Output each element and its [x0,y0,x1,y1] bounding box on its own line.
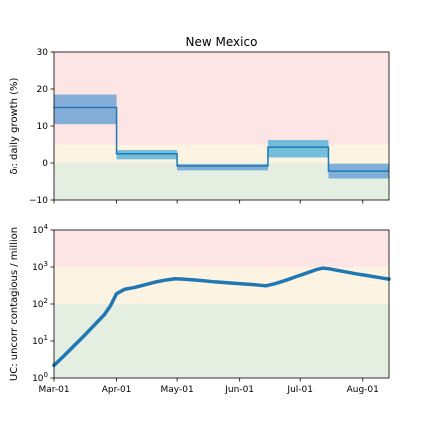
background-band-2 [54,144,389,163]
y-tick-label: 103 [32,260,48,273]
growth-step-line [54,106,389,172]
x-tick-label: Mar-01 [38,385,69,395]
y-tick-label: 104 [32,223,48,236]
uncertainty-band-4 [267,140,329,158]
y-tick-base: 10 [32,226,44,236]
y-tick-base: 10 [32,300,44,310]
y-tick-base: 10 [32,337,44,347]
x-tick-label: May-01 [161,385,194,395]
uncertainty-band-1 [54,94,117,125]
x-tick-label: Aug-01 [347,385,379,395]
contagious-line [52,266,391,368]
y-tick-label: 102 [32,297,48,310]
x-tick-label: Jun-01 [224,385,254,395]
y-axis-label: UC: uncorr contagious / million [9,227,20,381]
y-tick-label: 101 [32,334,48,347]
y-tick-label: −10 [29,196,48,206]
y-tick-label: 10 [37,122,49,132]
background-band-1 [54,304,389,378]
y-tick-exponent: 0 [44,371,48,379]
uncertainty-band-2 [116,150,178,160]
y-axis-label: δᵢ: daily growth (%) [9,77,20,174]
y-tick-label: 30 [37,48,49,58]
y-tick-exponent: 4 [44,223,49,231]
y-tick-label: 0 [42,159,48,169]
y-tick-base: 10 [32,263,44,273]
y-tick-exponent: 2 [44,297,48,305]
y-tick-label: 20 [37,85,49,95]
y-tick-exponent: 1 [44,334,48,342]
background-band-2 [54,267,389,304]
chart-title: New Mexico [186,35,258,49]
x-tick-label: Jul-01 [286,385,313,395]
chart-panel-1: −10 0 10 20 30 New Mexico δᵢ: daily growth (%) [9,35,390,206]
x-tick-label: Apr-01 [102,385,132,395]
background-band-3 [54,230,389,267]
uncertainty-band-3 [177,164,268,171]
y-tick-exponent: 3 [44,260,48,268]
y-tick-base: 10 [32,374,44,384]
y-tick-label: 100 [32,371,48,384]
